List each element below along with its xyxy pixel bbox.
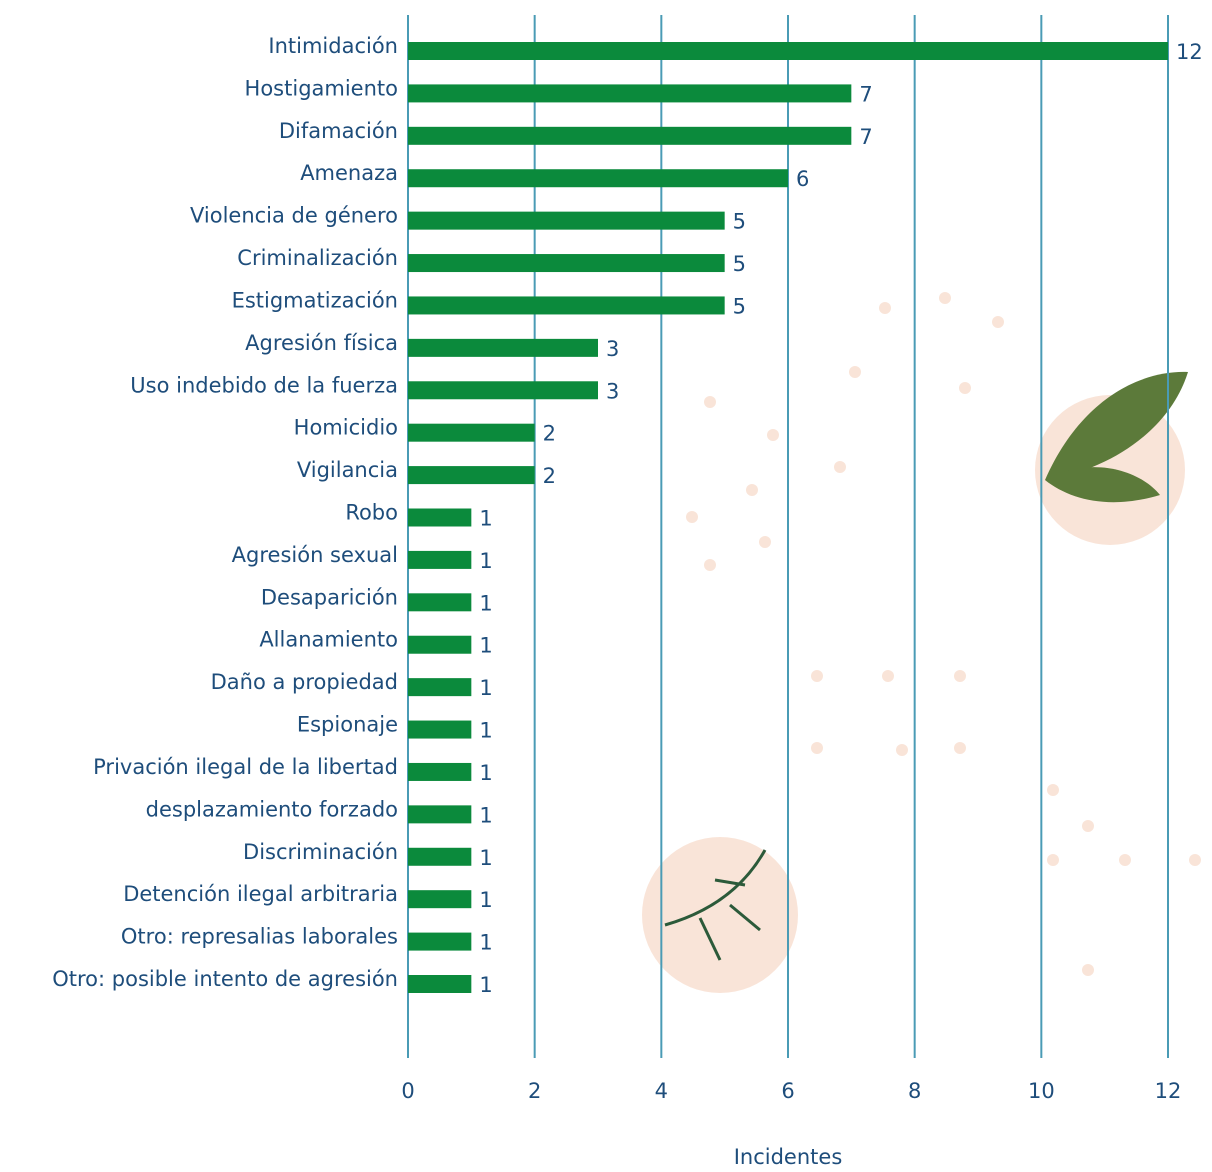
bar [408,42,1168,60]
x-tick-label: 12 [1155,1079,1182,1103]
y-tick-label: Agresión física [245,331,398,355]
bar [408,254,725,273]
bar [408,169,788,188]
y-tick-label: Intimidación [268,34,398,58]
value-label: 1 [479,761,492,785]
sprig [664,849,767,961]
value-label: 5 [733,252,746,276]
value-label: 2 [543,422,556,446]
bar [408,211,725,230]
y-tick-label: Detención ilegal arbitraria [123,882,398,906]
y-tick-label: Vigilancia [297,458,398,482]
y-tick-label: Hostigamiento [245,76,398,100]
x-axis-label: Incidentes [734,1145,843,1169]
bar [408,338,598,357]
y-tick-label: Discriminación [243,840,398,864]
value-label: 3 [606,379,619,403]
value-label: 1 [479,719,492,743]
value-label: 1 [479,888,492,912]
y-tick-label: Allanamiento [259,628,398,652]
bar [408,762,472,781]
y-tick-label: Privación ilegal de la libertad [93,755,398,779]
value-label: 2 [543,464,556,488]
x-tick-label: 4 [655,1079,668,1103]
y-tick-label: Uso indebido de la fuerza [130,373,398,397]
y-tick-label: Agresión sexual [232,543,398,567]
y-tick-label: Robo [345,501,398,525]
value-label: 1 [479,676,492,700]
value-label: 12 [1176,40,1203,64]
y-tick-label: Daño a propiedad [211,670,398,694]
x-tick-label: 0 [401,1079,414,1103]
bar [408,466,535,485]
y-tick-label: Homicidio [294,416,398,440]
value-label: 1 [479,931,492,955]
bar [408,720,472,739]
y-tick-label: Criminalización [237,246,398,270]
y-tick-label: Otro: represalias laborales [121,925,398,949]
bar [408,508,472,527]
y-tick-label: Amenaza [300,161,398,185]
value-label: 3 [606,337,619,361]
value-label: 7 [859,125,872,149]
value-label: 7 [859,82,872,106]
bar [408,126,852,145]
y-tick-label: Espionaje [297,713,398,737]
y-tick-label: desplazamiento forzado [146,797,398,821]
y-tick-label: Estigmatización [232,288,398,312]
value-label: 5 [733,210,746,234]
bar [408,805,472,824]
x-tick-label: 6 [781,1079,794,1103]
bar [408,423,535,442]
bar [408,975,472,993]
y-tick-label: Difamación [279,119,398,143]
bar [408,890,472,909]
bar [408,296,725,315]
bar [408,84,852,103]
y-tick-label: Desaparición [261,585,398,609]
value-label: 1 [479,507,492,531]
value-label: 1 [479,846,492,870]
value-label: 1 [479,591,492,615]
bar [408,932,472,951]
bar [408,678,472,697]
bar [408,635,472,654]
value-label: 5 [733,294,746,318]
bar [408,381,598,400]
value-label: 1 [479,803,492,827]
x-tick-label: 2 [528,1079,541,1103]
value-label: 6 [796,167,809,191]
leaf [1045,371,1188,503]
x-tick-label: 8 [908,1079,921,1103]
bar [408,593,472,612]
y-tick-label: Otro: posible intento de agresión [52,967,398,991]
bar [408,550,472,569]
y-tick-label: Violencia de género [190,204,398,228]
x-tick-label: 10 [1028,1079,1055,1103]
value-label: 1 [479,549,492,573]
value-label: 1 [479,634,492,658]
bar [408,847,472,866]
value-label: 1 [479,973,492,997]
